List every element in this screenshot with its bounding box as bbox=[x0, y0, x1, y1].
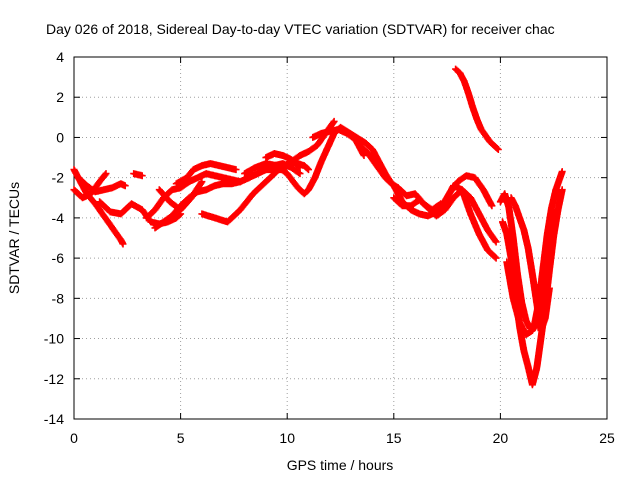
y-tick-label: -12 bbox=[44, 371, 64, 387]
data-marker-path bbox=[155, 178, 206, 214]
data-marker-path bbox=[452, 65, 502, 153]
data-marker-path bbox=[262, 150, 304, 172]
y-tick-label: -4 bbox=[52, 210, 65, 226]
x-tick-label: 20 bbox=[493, 430, 509, 446]
y-axis-label: SDTVAR / TECUs bbox=[6, 182, 22, 294]
x-tick-label: 5 bbox=[177, 430, 185, 446]
series-track-17 bbox=[437, 172, 496, 212]
series-track-12 bbox=[262, 150, 304, 172]
series-track-22 bbox=[503, 186, 566, 338]
series-track-9 bbox=[172, 160, 240, 188]
chart-title: Day 026 of 2018, Sidereal Day-to-day VTE… bbox=[46, 21, 555, 37]
y-tick-label: -8 bbox=[52, 290, 65, 306]
axis-ticks: 0 5 10 15 20 25 -14 -12 -10 -8 -6 -4 -2 0 2 4 bbox=[44, 49, 615, 446]
y-tick-label: 4 bbox=[56, 49, 64, 65]
data-marker-path bbox=[172, 160, 240, 188]
x-tick-label: 0 bbox=[70, 430, 78, 446]
data-points bbox=[70, 65, 566, 389]
y-tick-label: -2 bbox=[52, 170, 65, 186]
x-tick-label: 10 bbox=[279, 430, 295, 446]
data-marker-path bbox=[130, 170, 146, 180]
y-tick-label: 0 bbox=[56, 129, 64, 145]
series-track-3 bbox=[74, 174, 129, 196]
plot-frame bbox=[73, 56, 608, 420]
data-marker-path bbox=[394, 184, 445, 214]
series-track-18 bbox=[452, 65, 502, 153]
data-marker-path bbox=[503, 186, 566, 338]
data-marker-path bbox=[437, 172, 496, 212]
y-tick-label: 2 bbox=[56, 89, 64, 105]
y-tick-label: -6 bbox=[52, 250, 65, 266]
y-tick-label: -10 bbox=[44, 331, 64, 347]
x-axis-label: GPS time / hours bbox=[287, 457, 394, 473]
series-track-8 bbox=[155, 178, 206, 214]
y-tick-label: -14 bbox=[44, 411, 64, 427]
series-track-5 bbox=[130, 170, 146, 180]
x-tick-label: 15 bbox=[386, 430, 402, 446]
x-tick-label: 25 bbox=[599, 430, 615, 446]
series-track-16 bbox=[394, 184, 445, 214]
data-marker-path bbox=[74, 174, 129, 196]
